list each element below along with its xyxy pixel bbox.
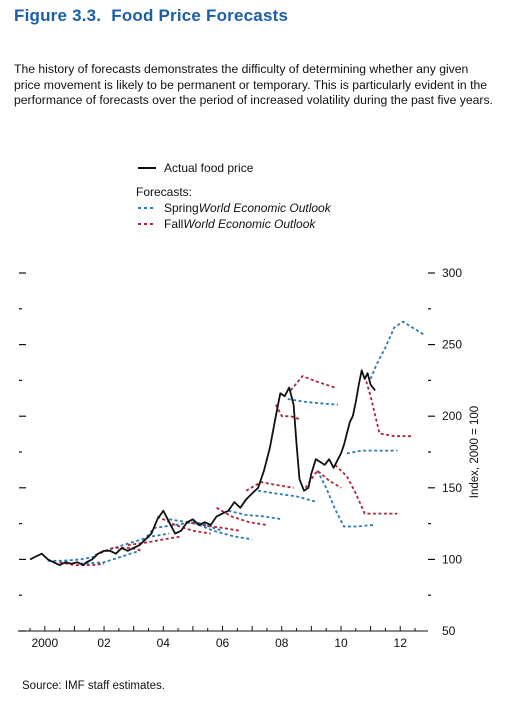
legend-swatch-actual [138, 167, 156, 169]
spring-forecast-line [80, 549, 140, 565]
spring-forecast-line [287, 398, 339, 406]
legend-item-fall: Fall World Economic Outlook [136, 216, 331, 232]
y-tick-label: 300 [442, 266, 462, 280]
spring-forecast-line [346, 449, 398, 455]
legend-item-actual: Actual food price [136, 160, 331, 176]
fall-forecast-line [127, 535, 182, 546]
fall-forecast-line [216, 507, 268, 526]
spring-forecast-line [369, 320, 425, 380]
figure-title-text: Food Price Forecasts [111, 6, 289, 25]
spring-forecast-line [316, 470, 374, 528]
legend-label-actual: Actual food price [164, 161, 254, 175]
x-tick-label: 08 [275, 636, 289, 650]
legend-label-fall-italic: World Economic Outlook [183, 217, 316, 231]
x-tick-label: 02 [97, 636, 111, 650]
legend-swatch-spring [138, 207, 156, 209]
legend-forecasts-heading: Forecasts: [136, 184, 331, 200]
figure-description: The history of forecasts demonstrates th… [14, 62, 493, 107]
legend-label-spring-prefix: Spring [164, 201, 199, 215]
figure-title: Figure 3.3. Food Price Forecasts [14, 6, 288, 26]
y-tick-label: 200 [442, 409, 462, 423]
fall-forecast-line [186, 521, 241, 532]
spring-forecast-line [228, 509, 282, 521]
spring-forecast-line [47, 555, 96, 562]
legend-label-spring-italic: World Economic Outlook [198, 201, 331, 215]
fall-forecast-line [363, 375, 413, 438]
source-note: Source: IMF staff estimates. [22, 680, 165, 692]
spring-forecast-line [109, 532, 170, 551]
actual-price-line [29, 369, 376, 566]
spring-forecast-line [169, 518, 223, 532]
chart-legend: Actual food price Forecasts: Spring Worl… [136, 160, 331, 232]
figure-number: Figure 3.3. [14, 6, 102, 25]
fall-forecast-line [275, 404, 300, 420]
y-axis-title: Index, 2000 = 100 [469, 406, 481, 498]
x-tick-label: 10 [334, 636, 348, 650]
spring-forecast-line [257, 489, 318, 503]
y-tick-label: 50 [442, 624, 456, 638]
fall-forecast-line [289, 375, 336, 391]
y-tick-label: 100 [442, 552, 462, 566]
spring-forecast-line [198, 524, 253, 541]
x-tick-label: 06 [216, 636, 230, 650]
fall-forecast-line [304, 469, 342, 489]
legend-heading-text: Forecasts: [136, 185, 193, 199]
legend-swatch-fall [138, 223, 156, 225]
legend-item-spring: Spring World Economic Outlook [136, 200, 331, 216]
y-tick-label: 250 [442, 338, 462, 352]
x-tick-label: 2000 [31, 636, 58, 650]
x-tick-label: 12 [394, 636, 408, 650]
legend-label-fall-prefix: Fall [164, 217, 184, 231]
x-tick-label: 04 [157, 636, 171, 650]
y-tick-label: 150 [442, 481, 462, 495]
spring-forecast-line [138, 521, 211, 546]
fall-forecast-line [245, 481, 294, 492]
fall-forecast-line [334, 464, 398, 515]
